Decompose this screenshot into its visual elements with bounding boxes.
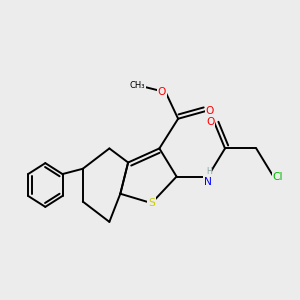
Text: O: O	[206, 106, 214, 116]
Text: CH₃: CH₃	[130, 81, 145, 90]
Text: O: O	[206, 117, 214, 127]
Text: H: H	[206, 167, 212, 176]
Text: S: S	[148, 198, 155, 208]
Text: N: N	[204, 177, 212, 187]
Text: Cl: Cl	[273, 172, 284, 182]
Text: O: O	[158, 87, 166, 97]
